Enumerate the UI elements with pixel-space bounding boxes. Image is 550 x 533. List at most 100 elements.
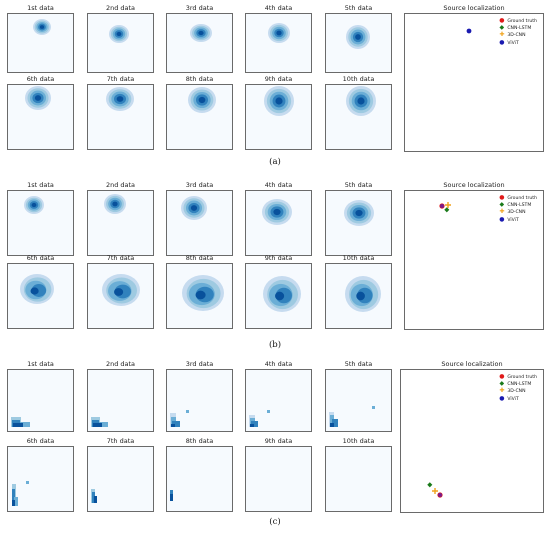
cell-title: 1st data [27,4,54,12]
plume-layer [198,30,204,36]
legend-label: CNN-LSTM [507,203,532,209]
plume-pixel [172,421,180,427]
heatmap-plume [33,19,51,35]
heatmap-c-8: 8th data [166,437,233,512]
plume-pixel [12,500,15,506]
plume-pixel [20,422,30,427]
marker-icon: ● [499,394,505,402]
source-localization-a: Source localization ● Ground truth ◆ CNN… [404,4,544,152]
heatmap-a-3: 3rd data [166,4,233,73]
plume-layer [190,205,198,211]
heatmap-plume [345,276,381,312]
cell-title: 2nd data [105,4,136,12]
cnn-lstm-marker [427,482,433,488]
heatmap-a-9: 9th data [245,75,312,150]
plume-pixel [267,410,270,413]
legend-label: CNN-LSTM [507,382,532,388]
heatmap-b-1: 1st data [7,181,74,256]
panel-caption: (a) [269,157,281,167]
legend-label: 3D-CNN [507,33,526,39]
plume-layer [31,202,37,208]
panel-caption: (c) [269,517,281,527]
legend-label: ViViT [507,40,519,46]
heatmap-c-6: 6th data [7,437,74,512]
heatmap-plume [109,25,129,43]
heatmap-plume [170,410,189,427]
heatmap-plume [346,25,370,49]
plume-pixel [94,496,97,503]
plume-pixel [330,423,334,427]
heatmap-c-7: 7th data [87,437,154,512]
source-title: Source localization [443,4,505,12]
legend-label: CNN-LSTM [507,26,532,32]
heatmap-b-4: 4th data [245,181,312,256]
cell-title: 9th data [264,437,293,445]
plume-pixel [12,489,15,506]
heatmap-plume [91,489,97,503]
heatmap-plume [190,24,212,42]
heatmap-plume [25,86,51,110]
legend-item: ● ViViT [498,39,537,47]
heatmap-plume [91,417,108,427]
heatmap-plume [329,406,375,427]
plume-layer [275,97,283,105]
cell-title: 3rd data [185,4,214,12]
cell-title: 6th data [26,254,55,262]
heatmap-b-7: 7th data [87,254,154,329]
marker-icon: ● [499,215,505,223]
plume-pixel [26,481,29,484]
cell-title: 5th data [344,4,373,12]
source-plot [466,28,472,34]
marker-icon: ◆ [499,201,505,209]
source-localization-c: Source localization ● Ground truth ◆ CNN… [400,360,544,513]
heatmap-c-9: 9th data [245,437,312,512]
plume-layer [114,288,124,296]
heatmap-b-5: 5th data [325,181,392,256]
heatmap-plume [170,490,173,501]
cell-title: 8th data [185,254,214,262]
plume-layer [116,96,124,102]
heatmap-a-1: 1st data [7,4,74,73]
plume-layer [355,34,361,40]
heatmap-a-2: 2nd data [87,4,154,73]
cell-title: 3rd data [185,360,214,368]
legend-item: ● Ground truth [498,195,537,202]
legend-label: Ground truth [507,375,537,380]
marker-icon: ◆ [499,380,505,388]
heatmap-a-4: 4th data [245,4,312,73]
heatmap-b-10: 10th data [325,254,392,329]
cell-title: 9th data [264,75,293,83]
heatmap-plume [106,87,134,111]
legend-item: ◆ CNN-LSTM [498,381,537,388]
heatmap-plume [182,275,224,311]
heatmap-c-3: 3rd data [166,360,233,432]
heatmap-b-6: 6th data [7,254,74,329]
legend: ● Ground truth ◆ CNN-LSTM ✚ 3D-CNN ● ViV… [498,195,537,224]
heatmap-b-8: 8th data [166,254,233,329]
3d-cnn-marker [432,488,438,494]
cell-title: 8th data [185,437,214,445]
legend-item: ◆ CNN-LSTM [498,202,537,209]
source-title: Source localization [443,181,505,189]
legend-item: ● Ground truth [498,18,537,25]
marker-icon: ✚ [499,208,505,216]
heatmap-plume [24,196,44,214]
plume-pixel [251,421,258,427]
cell-title: 1st data [27,181,54,189]
source-plot [427,482,443,498]
marker-icon: ● [499,194,505,201]
source-title: Source localization [441,360,503,368]
heatmap-plume [102,274,140,306]
legend-item: ● Ground truth [498,374,537,381]
plume-layer [355,209,363,217]
source-localization-b: Source localization ● Ground truth ◆ CNN… [404,181,544,330]
plume-layer [273,208,281,216]
cell-title: 1st data [27,360,54,368]
cell-title: 7th data [106,75,135,83]
heatmap-a-6: 6th data [7,75,74,150]
vivit-marker [466,28,472,34]
heatmap-c-10: 10th data [325,437,392,512]
plume-pixel [332,419,338,427]
heatmap-plume [181,196,207,220]
marker-icon: ✚ [499,387,505,395]
